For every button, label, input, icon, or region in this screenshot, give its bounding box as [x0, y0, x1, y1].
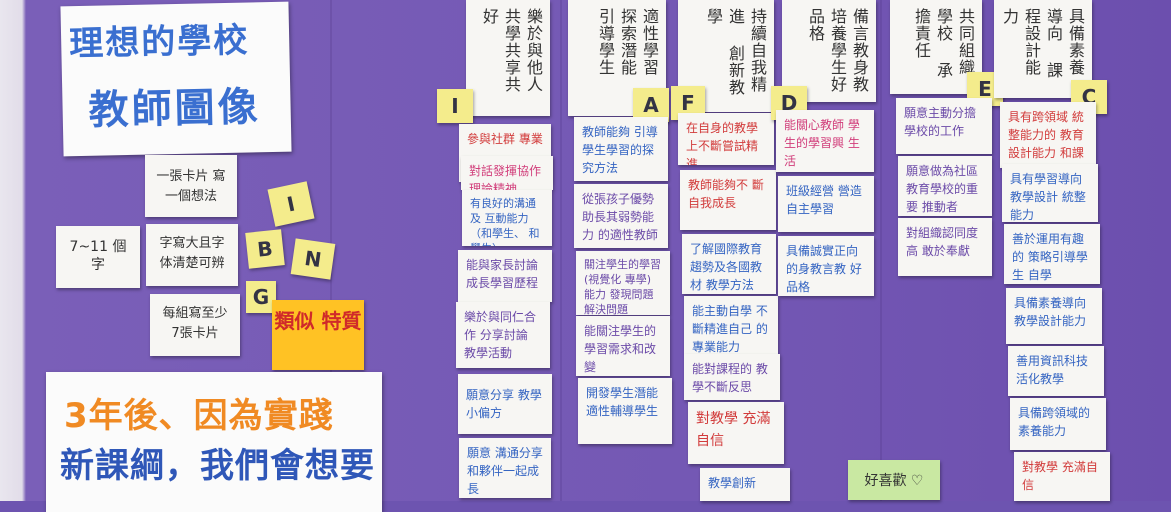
similar-traits-note: 類似 特質	[272, 300, 364, 370]
idea-card: 具備跨領域的 素養能力	[1010, 398, 1106, 450]
title-poster: 理想的學校 教師圖像	[60, 1, 292, 157]
idea-card: 對教學 充滿自信	[688, 402, 784, 464]
title-line-2: 教師圖像	[88, 84, 262, 134]
idea-card: 從張孩子優勢 助長其弱勢能力 的適性教師	[574, 184, 668, 248]
idea-card: 教學創新	[700, 468, 790, 501]
idea-card: 班級經營 營造自主學習	[778, 176, 874, 232]
title-line-1: 理想的學校	[68, 20, 250, 65]
bottom-sign: 3年後、因為實踐 新課綱，我們會想要	[46, 372, 382, 512]
column-sticky: I	[437, 89, 473, 123]
idea-card: 教師能夠 引導學生學習的探 究方法	[574, 117, 668, 181]
idea-card: 能主動自學 不斷精進自己 的專業能力	[684, 296, 778, 354]
bottom-sign-line-2: 新課綱，我們會想要	[60, 446, 375, 486]
idea-card: 具有跨領域 統整能力的 教育設計能力 和課程	[1000, 102, 1096, 168]
idea-card: 善於運用有趣的 策略引導學生 自學	[1004, 224, 1100, 284]
idea-card: 對話發揮協作 理論精神	[461, 156, 553, 190]
sticky-note: G	[246, 281, 276, 313]
idea-card: 願意分享 教學小偏方	[458, 374, 552, 434]
idea-card: 能關心教師 學生的學習興 生活	[776, 110, 874, 172]
idea-card: 善用資訊科技 活化教學	[1008, 346, 1104, 396]
idea-card: 在自身的教學 上不斷嘗試精進	[678, 113, 774, 165]
idea-card: 願意 溝通分享 和夥伴一起成長	[459, 438, 551, 498]
sticky-note: I	[267, 181, 315, 227]
sticky-note: B	[245, 229, 285, 269]
sticky-note: N	[290, 238, 336, 280]
column-header-card: 共同組織學校 承擔責任	[890, 0, 982, 94]
idea-card: 願意主動分擔 學校的工作	[896, 98, 992, 154]
instruction-card: 7~11 個字	[56, 226, 140, 288]
idea-card: 具備誠實正向 的身教言教 好品格	[778, 236, 874, 296]
favourite-note: 好喜歡 ♡	[848, 460, 940, 500]
column-header-card: 樂於與他人共學共享共好	[466, 0, 550, 116]
column-sticky: A	[633, 88, 669, 122]
idea-card: 開發學生潛能 適性輔導學生	[578, 378, 672, 444]
idea-card: 對組織認同度高 敢於奉獻	[898, 218, 992, 276]
idea-card: 願意做為社區 教育學校的重要 推動者	[898, 156, 992, 216]
idea-card: 能對課程的 教學不斷反思	[684, 354, 780, 400]
bottom-sign-line-1: 3年後、因為實踐	[64, 396, 334, 436]
idea-card: 具有學習導向 教學設計 統整能力	[1002, 164, 1098, 222]
idea-card: 能關注學生的 學習需求和改變	[576, 316, 670, 376]
idea-card: 教師能夠不 斷自我成長	[680, 170, 776, 230]
column-header-card: 備言教身教 培養學生好品格	[782, 0, 876, 102]
instruction-card: 每組寫至少 7張卡片	[150, 294, 240, 356]
idea-card: 能與家長討論 成長學習歷程	[458, 250, 552, 302]
idea-card: 有良好的溝通及 互動能力（和學生、 和學生）	[462, 190, 552, 246]
instruction-card: 一張卡片 寫一個想法	[145, 155, 237, 217]
idea-card: 關注學生的學習 (視覺化 專學)能力 發現問題解決問題	[576, 251, 670, 315]
idea-card: 樂於與同仁合作 分享討論 教學活動	[456, 302, 550, 368]
instruction-card: 字寫大且字 体清楚可辨	[146, 224, 238, 286]
idea-card: 具備素養導向 教學設計能力	[1006, 288, 1102, 344]
idea-card: 了解國際教育 趨勢及各國教材 教學方法	[682, 234, 776, 294]
idea-card: 對教學 充滿自信	[1014, 452, 1110, 501]
